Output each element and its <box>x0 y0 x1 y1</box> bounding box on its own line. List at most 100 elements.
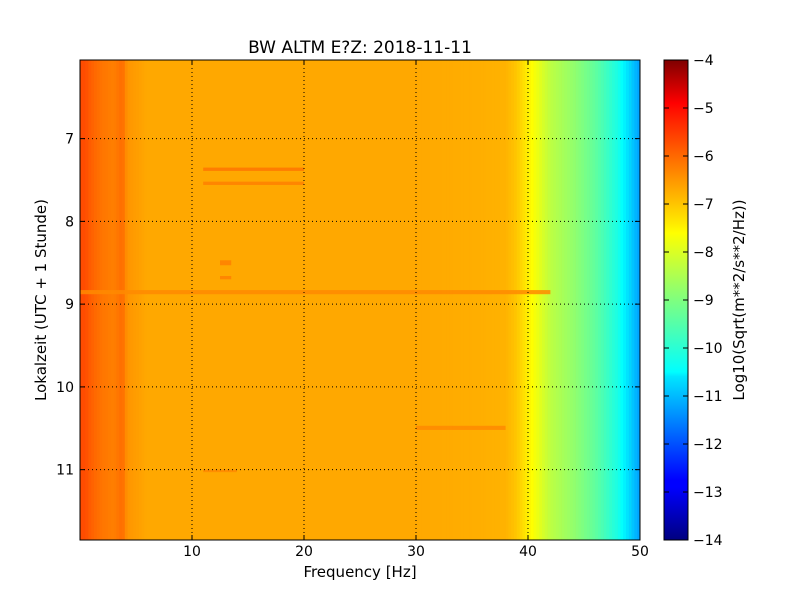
spectrum-column <box>505 60 509 540</box>
spectrum-column <box>150 60 154 540</box>
spectrum-column <box>460 60 464 540</box>
spectrum-column <box>110 60 114 540</box>
spectrum-column <box>600 60 604 540</box>
spectrum-column <box>278 60 282 540</box>
spectrum-column <box>402 60 406 540</box>
spectrum-column <box>469 60 473 540</box>
colorbar-tick-label: −7 <box>693 197 714 213</box>
plot-frame <box>79 59 641 541</box>
spectrum-column <box>497 60 501 540</box>
spectrum-column <box>480 60 484 540</box>
spectrum-column <box>152 60 156 540</box>
spectrum-column <box>329 60 333 540</box>
spectrum-column <box>276 60 280 540</box>
spectrum-column <box>637 60 641 540</box>
spectrum-column <box>631 60 635 540</box>
spectrum-column <box>472 60 476 540</box>
spectrum-column <box>351 60 355 540</box>
spectrum-column <box>421 60 425 540</box>
y-tick-label: 8 <box>65 214 74 230</box>
spectrum-column <box>483 60 487 540</box>
spectrum-column <box>575 60 579 540</box>
spectrum-column <box>528 60 532 540</box>
colorbar-label: Log10(Sqrt(m**2/s**2/Hz)) <box>730 199 748 400</box>
colorbar-tick-label: −4 <box>693 53 714 69</box>
spectrum-column <box>253 60 257 540</box>
spectrum-column <box>603 60 607 540</box>
y-tick-label: 7 <box>65 132 74 148</box>
spectrum-column <box>85 60 89 540</box>
spectral-event <box>416 425 506 430</box>
spectrum-column <box>581 60 585 540</box>
spectrum-column <box>225 60 229 540</box>
spectrum-column <box>466 60 470 540</box>
spectrum-column <box>203 60 207 540</box>
spectrum-column <box>264 60 268 540</box>
colorbar-tick-label: −8 <box>693 245 714 261</box>
spectrum-column <box>315 60 319 540</box>
spectrum-column <box>312 60 316 540</box>
spectrum-column <box>138 60 142 540</box>
spectral-events <box>80 167 551 473</box>
y-tick-label: 10 <box>56 380 74 396</box>
spectrum-column <box>211 60 215 540</box>
spectrum-column <box>446 60 450 540</box>
x-axis-label: Frequency [Hz] <box>303 563 416 581</box>
spectrum-column <box>239 60 243 540</box>
spectrum-column <box>544 60 548 540</box>
spectrum-column <box>236 60 240 540</box>
grid-lines <box>80 60 640 540</box>
spectrum-column <box>435 60 439 540</box>
spectrum-column <box>556 60 560 540</box>
spectrum-column <box>612 60 616 540</box>
spectrum-column <box>192 60 196 540</box>
spectrum-column <box>248 60 252 540</box>
spectrum-column <box>206 60 210 540</box>
spectrum-column <box>500 60 504 540</box>
spectrum-column <box>91 60 95 540</box>
spectrum-column <box>488 60 492 540</box>
spectrum-column <box>418 60 422 540</box>
spectrum-column <box>124 60 128 540</box>
spectrum-column <box>259 60 263 540</box>
spectrum-column <box>494 60 498 540</box>
spectrum-column <box>273 60 277 540</box>
colorbar-tick-label: −11 <box>693 389 723 405</box>
spectrum-column <box>242 60 246 540</box>
spectrum-column <box>589 60 593 540</box>
spectrum-column <box>295 60 299 540</box>
spectrum-column <box>474 60 478 540</box>
spectrum-column <box>220 60 224 540</box>
spectrum-column <box>570 60 574 540</box>
spectrum-column <box>284 60 288 540</box>
spectrum-column <box>194 60 198 540</box>
spectrum-column <box>292 60 296 540</box>
spectrum-column <box>432 60 436 540</box>
spectrum-column <box>309 60 313 540</box>
spectrum-column <box>287 60 291 540</box>
colorbar-tick-label: −6 <box>693 149 714 165</box>
spectrum-column <box>539 60 543 540</box>
spectrum-column <box>298 60 302 540</box>
spectrum-column <box>82 60 86 540</box>
spectrum-column <box>595 60 599 540</box>
spectrum-column <box>374 60 378 540</box>
spectrum-column <box>133 60 137 540</box>
spectrum-column <box>326 60 330 540</box>
spectrum-column <box>332 60 336 540</box>
x-tick-label: 40 <box>519 544 537 560</box>
spectrum-column <box>334 60 338 540</box>
spectrum-column <box>262 60 266 540</box>
spectrum-column <box>180 60 184 540</box>
spectrum-column <box>323 60 327 540</box>
spectrum-column <box>385 60 389 540</box>
spectrum-column <box>542 60 546 540</box>
spectrum-column <box>592 60 596 540</box>
spectrum-column <box>318 60 322 540</box>
spectrum-column <box>550 60 554 540</box>
spectrum-column <box>234 60 238 540</box>
spectrum-columns <box>80 60 641 540</box>
spectrum-column <box>161 60 165 540</box>
y-tick-label: 11 <box>56 463 74 479</box>
spectrum-column <box>441 60 445 540</box>
